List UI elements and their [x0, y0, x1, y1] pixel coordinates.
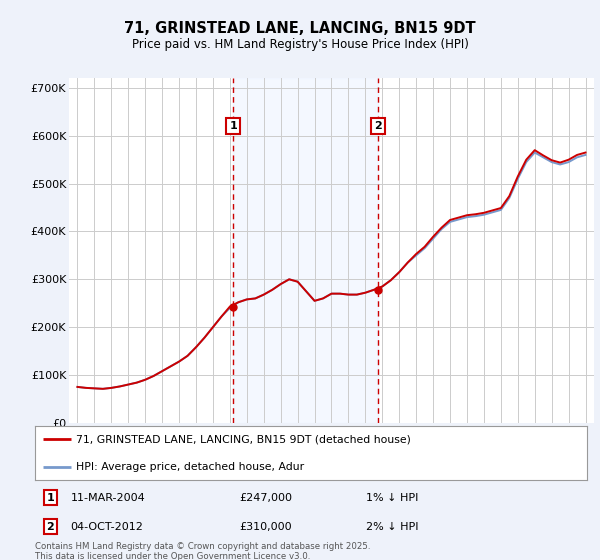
Text: Price paid vs. HM Land Registry's House Price Index (HPI): Price paid vs. HM Land Registry's House …	[131, 38, 469, 51]
Text: HPI: Average price, detached house, Adur: HPI: Average price, detached house, Adur	[76, 462, 304, 472]
Text: 71, GRINSTEAD LANE, LANCING, BN15 9DT: 71, GRINSTEAD LANE, LANCING, BN15 9DT	[124, 21, 476, 36]
Text: £247,000: £247,000	[239, 493, 292, 502]
Text: 2: 2	[374, 121, 382, 131]
Text: 2% ↓ HPI: 2% ↓ HPI	[366, 522, 419, 531]
Text: 71, GRINSTEAD LANE, LANCING, BN15 9DT (detached house): 71, GRINSTEAD LANE, LANCING, BN15 9DT (d…	[76, 435, 411, 444]
Text: 1% ↓ HPI: 1% ↓ HPI	[366, 493, 418, 502]
Text: Contains HM Land Registry data © Crown copyright and database right 2025.
This d: Contains HM Land Registry data © Crown c…	[35, 542, 370, 560]
Bar	[233, 78, 378, 423]
Text: 1: 1	[46, 493, 54, 502]
Text: 11-MAR-2004: 11-MAR-2004	[71, 493, 145, 502]
Text: 04-OCT-2012: 04-OCT-2012	[71, 522, 143, 531]
Text: £310,000: £310,000	[239, 522, 292, 531]
Text: 1: 1	[229, 121, 237, 131]
Text: 2: 2	[46, 522, 54, 531]
